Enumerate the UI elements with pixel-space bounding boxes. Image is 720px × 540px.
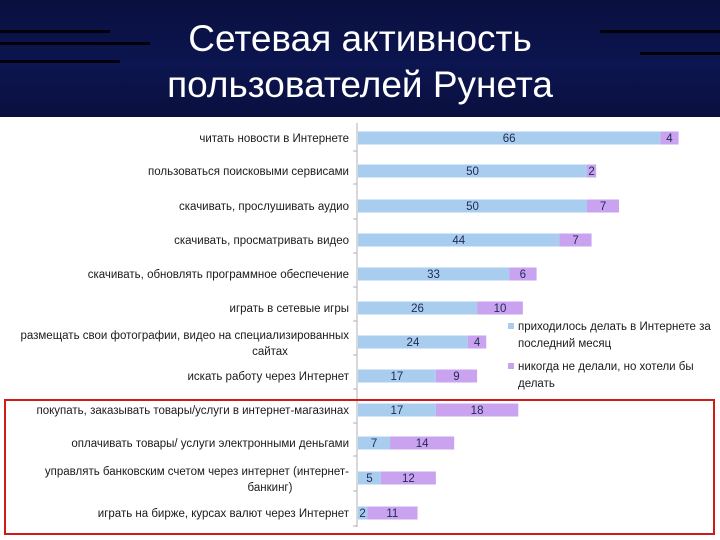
legend-label-1: приходилось делать в Интернете за последн…	[518, 321, 711, 350]
bar-series-1	[358, 233, 560, 247]
category-label: читать новости в Интернете	[199, 133, 349, 145]
slide-header: Сетевая активность пользователей Рунета	[0, 0, 720, 117]
data-label-series-2: 7	[600, 201, 606, 213]
bar-series-2	[390, 436, 455, 450]
data-label-series-2: 18	[471, 405, 484, 417]
bar-series-2	[509, 267, 537, 281]
slide-title-line-2: пользователей Рунета	[167, 64, 553, 105]
bar-series-2	[367, 506, 418, 520]
bar-series-2	[559, 233, 592, 247]
header-stripe	[0, 30, 110, 33]
bar-series-2	[587, 164, 597, 178]
bar-series-1	[358, 436, 391, 450]
header-stripe	[640, 52, 720, 55]
slide-title-line-1: Сетевая активность	[188, 18, 532, 59]
data-label-series-2: 9	[453, 371, 459, 383]
data-label-series-1: 24	[407, 337, 420, 349]
data-label-series-1: 17	[391, 371, 404, 383]
bar-series-2	[660, 131, 679, 145]
category-label: оплачивать товары/ услуги электронными д…	[71, 438, 349, 450]
data-label-series-1: 50	[466, 166, 479, 178]
bar-series-1	[358, 471, 381, 485]
legend-swatch-2	[508, 363, 514, 369]
data-label-series-2: 7	[572, 235, 578, 247]
data-label-series-1: 17	[391, 405, 404, 417]
category-label: играть в сетевые игры	[230, 303, 349, 315]
header-stripe	[0, 60, 120, 63]
category-label: играть на бирже, курсах валют через Инте…	[98, 508, 350, 520]
bar-series-2	[435, 403, 519, 417]
bar-series-2	[380, 471, 436, 485]
category-label: скачивать, прослушивать аудио	[179, 201, 349, 213]
category-label: пользоваться поисковыми сервисами	[148, 166, 349, 178]
data-label-series-1: 5	[366, 473, 372, 485]
data-label-series-1: 33	[427, 269, 440, 281]
category-label: скачивать, обновлять программное обеспеч…	[88, 269, 349, 281]
data-label-series-1: 26	[411, 303, 424, 315]
data-label-series-1: 66	[503, 133, 516, 145]
bar-series-1	[358, 131, 661, 145]
bar-series-1	[358, 506, 368, 520]
data-label-series-2: 12	[402, 473, 415, 485]
bar-series-1	[358, 335, 468, 349]
highlight-box	[4, 399, 715, 535]
category-label: управлять банковским счетом через интерн…	[45, 466, 349, 494]
stacked-bar-chart: читать новости в Интернете 66 4 пользоватьс…	[20, 123, 711, 527]
header-stripe	[0, 42, 150, 45]
bar-series-2	[477, 301, 523, 315]
bar-series-2	[435, 369, 478, 383]
bar-series-1	[358, 301, 478, 315]
data-label-series-2: 11	[386, 508, 398, 520]
data-label-series-1: 50	[466, 201, 479, 213]
data-label-series-2: 14	[416, 438, 429, 450]
bar-series-1	[358, 164, 587, 178]
data-label-series-2: 4	[666, 133, 673, 145]
category-label: скачивать, просматривать видео	[174, 235, 349, 247]
legend-label-2: никогда не делали, но хотели бы делать	[518, 361, 694, 390]
data-label-series-1: 2	[359, 508, 365, 520]
header-stripe	[600, 30, 720, 33]
data-label-series-2: 10	[494, 303, 507, 315]
data-label-series-2: 2	[588, 166, 594, 178]
bar-series-1	[358, 369, 436, 383]
bar-series-1	[358, 267, 510, 281]
bar-series-2	[467, 335, 487, 349]
legend-swatch-1	[508, 323, 514, 329]
category-label: покупать, заказывать товары/услуги в инт…	[37, 405, 350, 417]
category-label: искать работу через Интернет	[188, 371, 350, 383]
category-label: размещать свои фотографии, видео на спец…	[20, 330, 349, 358]
data-label-series-1: 7	[371, 438, 377, 450]
bar-series-1	[358, 199, 587, 213]
bar-series-1	[358, 403, 436, 417]
data-label-series-2: 6	[520, 269, 526, 281]
data-label-series-1: 44	[452, 235, 465, 247]
data-label-series-2: 4	[474, 337, 481, 349]
bar-series-2	[587, 199, 620, 213]
